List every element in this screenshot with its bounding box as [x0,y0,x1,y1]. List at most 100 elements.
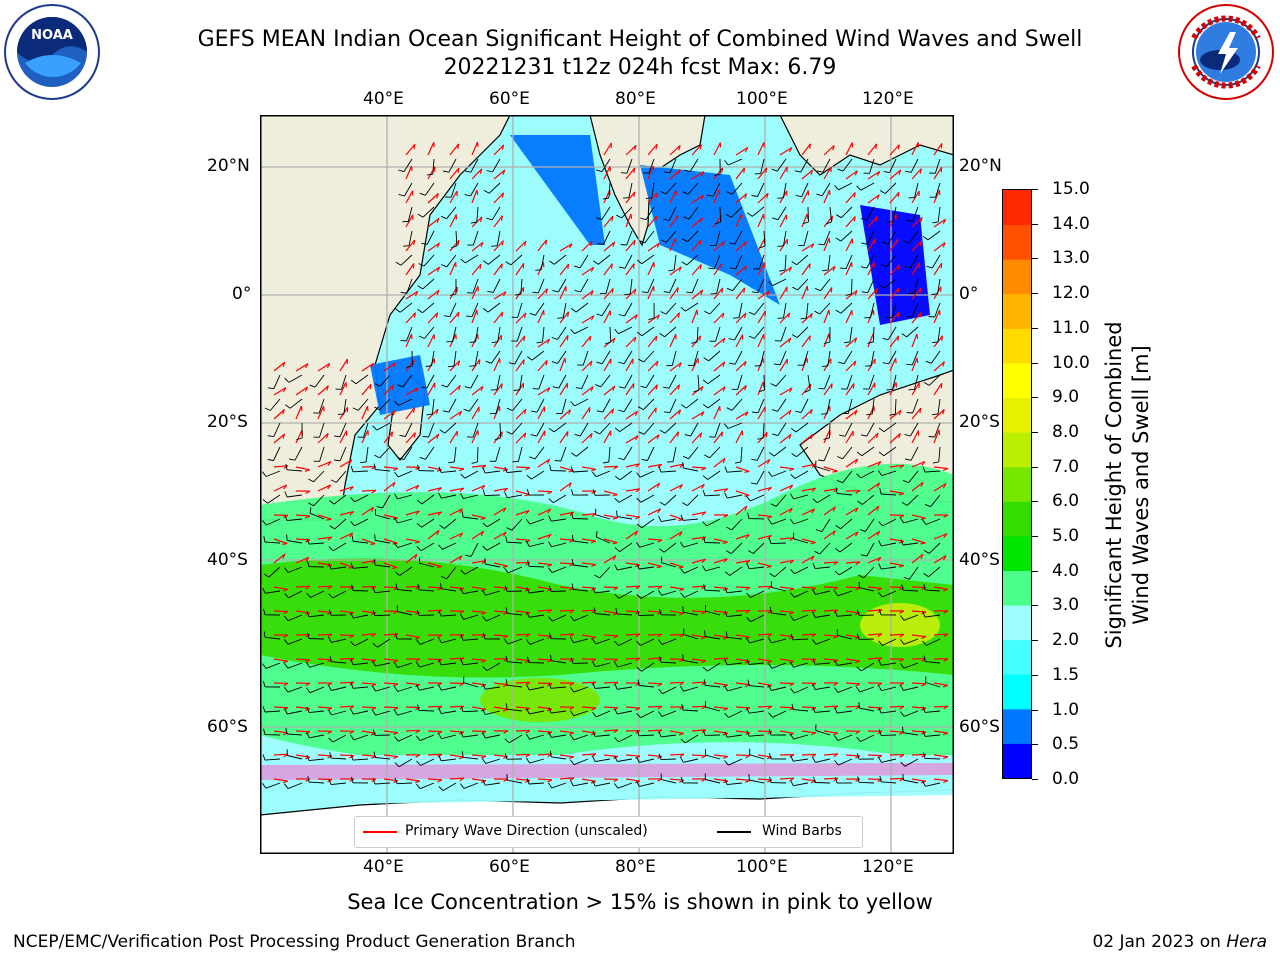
wave-direction-arrowhead [613,681,619,686]
wind-barb [937,326,941,342]
wave-direction-arrow [449,143,460,156]
wave-direction-arrowhead [480,708,486,712]
wave-direction-arrow [471,263,482,276]
wind-barb [398,734,413,742]
wave-direction-arrow [669,681,685,684]
wave-direction-arrowhead [436,565,442,569]
wave-direction-arrow [515,490,530,496]
wind-barb [470,542,479,557]
wave-direction-arrow [647,262,655,276]
wave-direction-arrowhead [679,681,685,686]
wind-barb-flag [729,362,736,365]
wind-barb-flag [571,559,574,566]
wave-direction-arrowhead [282,660,289,664]
wind-barb [485,710,501,716]
wave-direction-arrow [845,682,861,685]
wind-barb-flag [769,573,775,578]
wave-direction-arrowhead [525,779,531,783]
wave-direction-arrowhead [481,755,487,759]
wave-direction-arrowhead [722,241,725,247]
wave-direction-arrow [779,387,793,396]
wind-barb [374,614,391,617]
wave-direction-arrowhead [502,169,506,175]
wind-barb [867,278,875,293]
wind-barb-flag [845,293,852,296]
wave-direction-arrow [779,166,788,180]
wind-barb [382,494,391,509]
wind-barb-flag [505,536,508,543]
wave-direction-arrow [713,457,726,468]
colorbar-tick-mark [1032,536,1038,538]
wind-barb [869,302,875,318]
wave-direction-arrowhead [437,609,443,614]
wave-direction-arrow [405,312,416,324]
wind-barb [404,422,413,437]
wind-barb-flag [659,548,665,553]
wave-direction-arrowhead [414,780,421,784]
wave-direction-arrow [559,730,574,734]
wind-barb [661,590,677,596]
wave-direction-arrow [471,484,486,492]
wind-barb [422,278,435,290]
wave-direction-arrow [647,705,663,708]
wind-barb-flag [571,308,577,313]
wave-direction-arrowhead [810,409,813,415]
wave-direction-arrowhead [349,730,355,735]
lat-label-right-40s: 40°S [959,550,1000,570]
wave-direction-arrow [295,466,310,471]
wave-direction-arrow [537,778,553,781]
wind-barb-flag [372,425,378,431]
wave-direction-arrow [383,658,398,661]
wave-direction-arrow [647,360,659,372]
wind-barb [265,636,281,640]
wind-barb-flag [486,170,493,173]
wind-barb-flag [800,317,807,320]
wind-barbs-legend-label: Wind Barbs [762,823,842,839]
wind-barb-flag [394,777,398,784]
wave-direction-arrowhead [327,461,332,466]
wind-barb [707,374,721,385]
wave-direction-arrowhead [721,167,724,173]
wave-direction-arrowhead [745,587,751,591]
wave-direction-arrow [647,143,658,156]
wave-direction-arrowhead [721,431,724,437]
wave-direction-arrow [669,562,684,568]
wave-direction-arrow [691,411,705,420]
wind-barb-flag [574,289,581,293]
wave-direction-arrow [779,286,788,300]
wave-direction-arrowhead [919,240,923,246]
wave-direction-arrow [295,405,302,420]
wave-direction-arrow [559,286,567,300]
wind-barb [618,734,633,743]
wind-barb-flag [460,731,464,738]
wind-barb-flag [306,732,310,739]
wind-barb-flag [804,389,811,393]
wind-barb-flag [483,308,489,313]
wave-direction-arrowhead [370,362,375,368]
wind-barb [287,755,303,760]
wind-barb-flag [922,611,926,618]
wind-barb-flag [592,638,597,645]
wind-barb [641,326,655,337]
colorbar-tick-label: 14.0 [1052,213,1090,234]
wind-barb-flag [284,783,289,789]
wave-direction-arrow [911,216,923,228]
wave-direction-arrowhead [458,411,463,416]
wind-barb [924,470,941,473]
wave-direction-arrow [361,633,376,636]
wave-direction-arrow [779,147,793,156]
wind-barb [379,446,391,459]
wind-barb-flag [660,239,667,243]
wave-direction-arrow [361,559,376,564]
wave-direction-arrow [537,360,548,372]
wind-barb [352,470,369,473]
wind-barb [286,733,303,736]
wind-barb-flag [658,639,663,645]
wind-barb [693,350,699,366]
wave-direction-arrowhead [655,144,658,150]
wave-direction-arrowhead [633,167,636,173]
wind-barb-flag [704,310,711,315]
wind-barb-flag [636,563,640,570]
wave-direction-arrowhead [546,387,551,393]
wave-direction-arrow [559,633,575,636]
